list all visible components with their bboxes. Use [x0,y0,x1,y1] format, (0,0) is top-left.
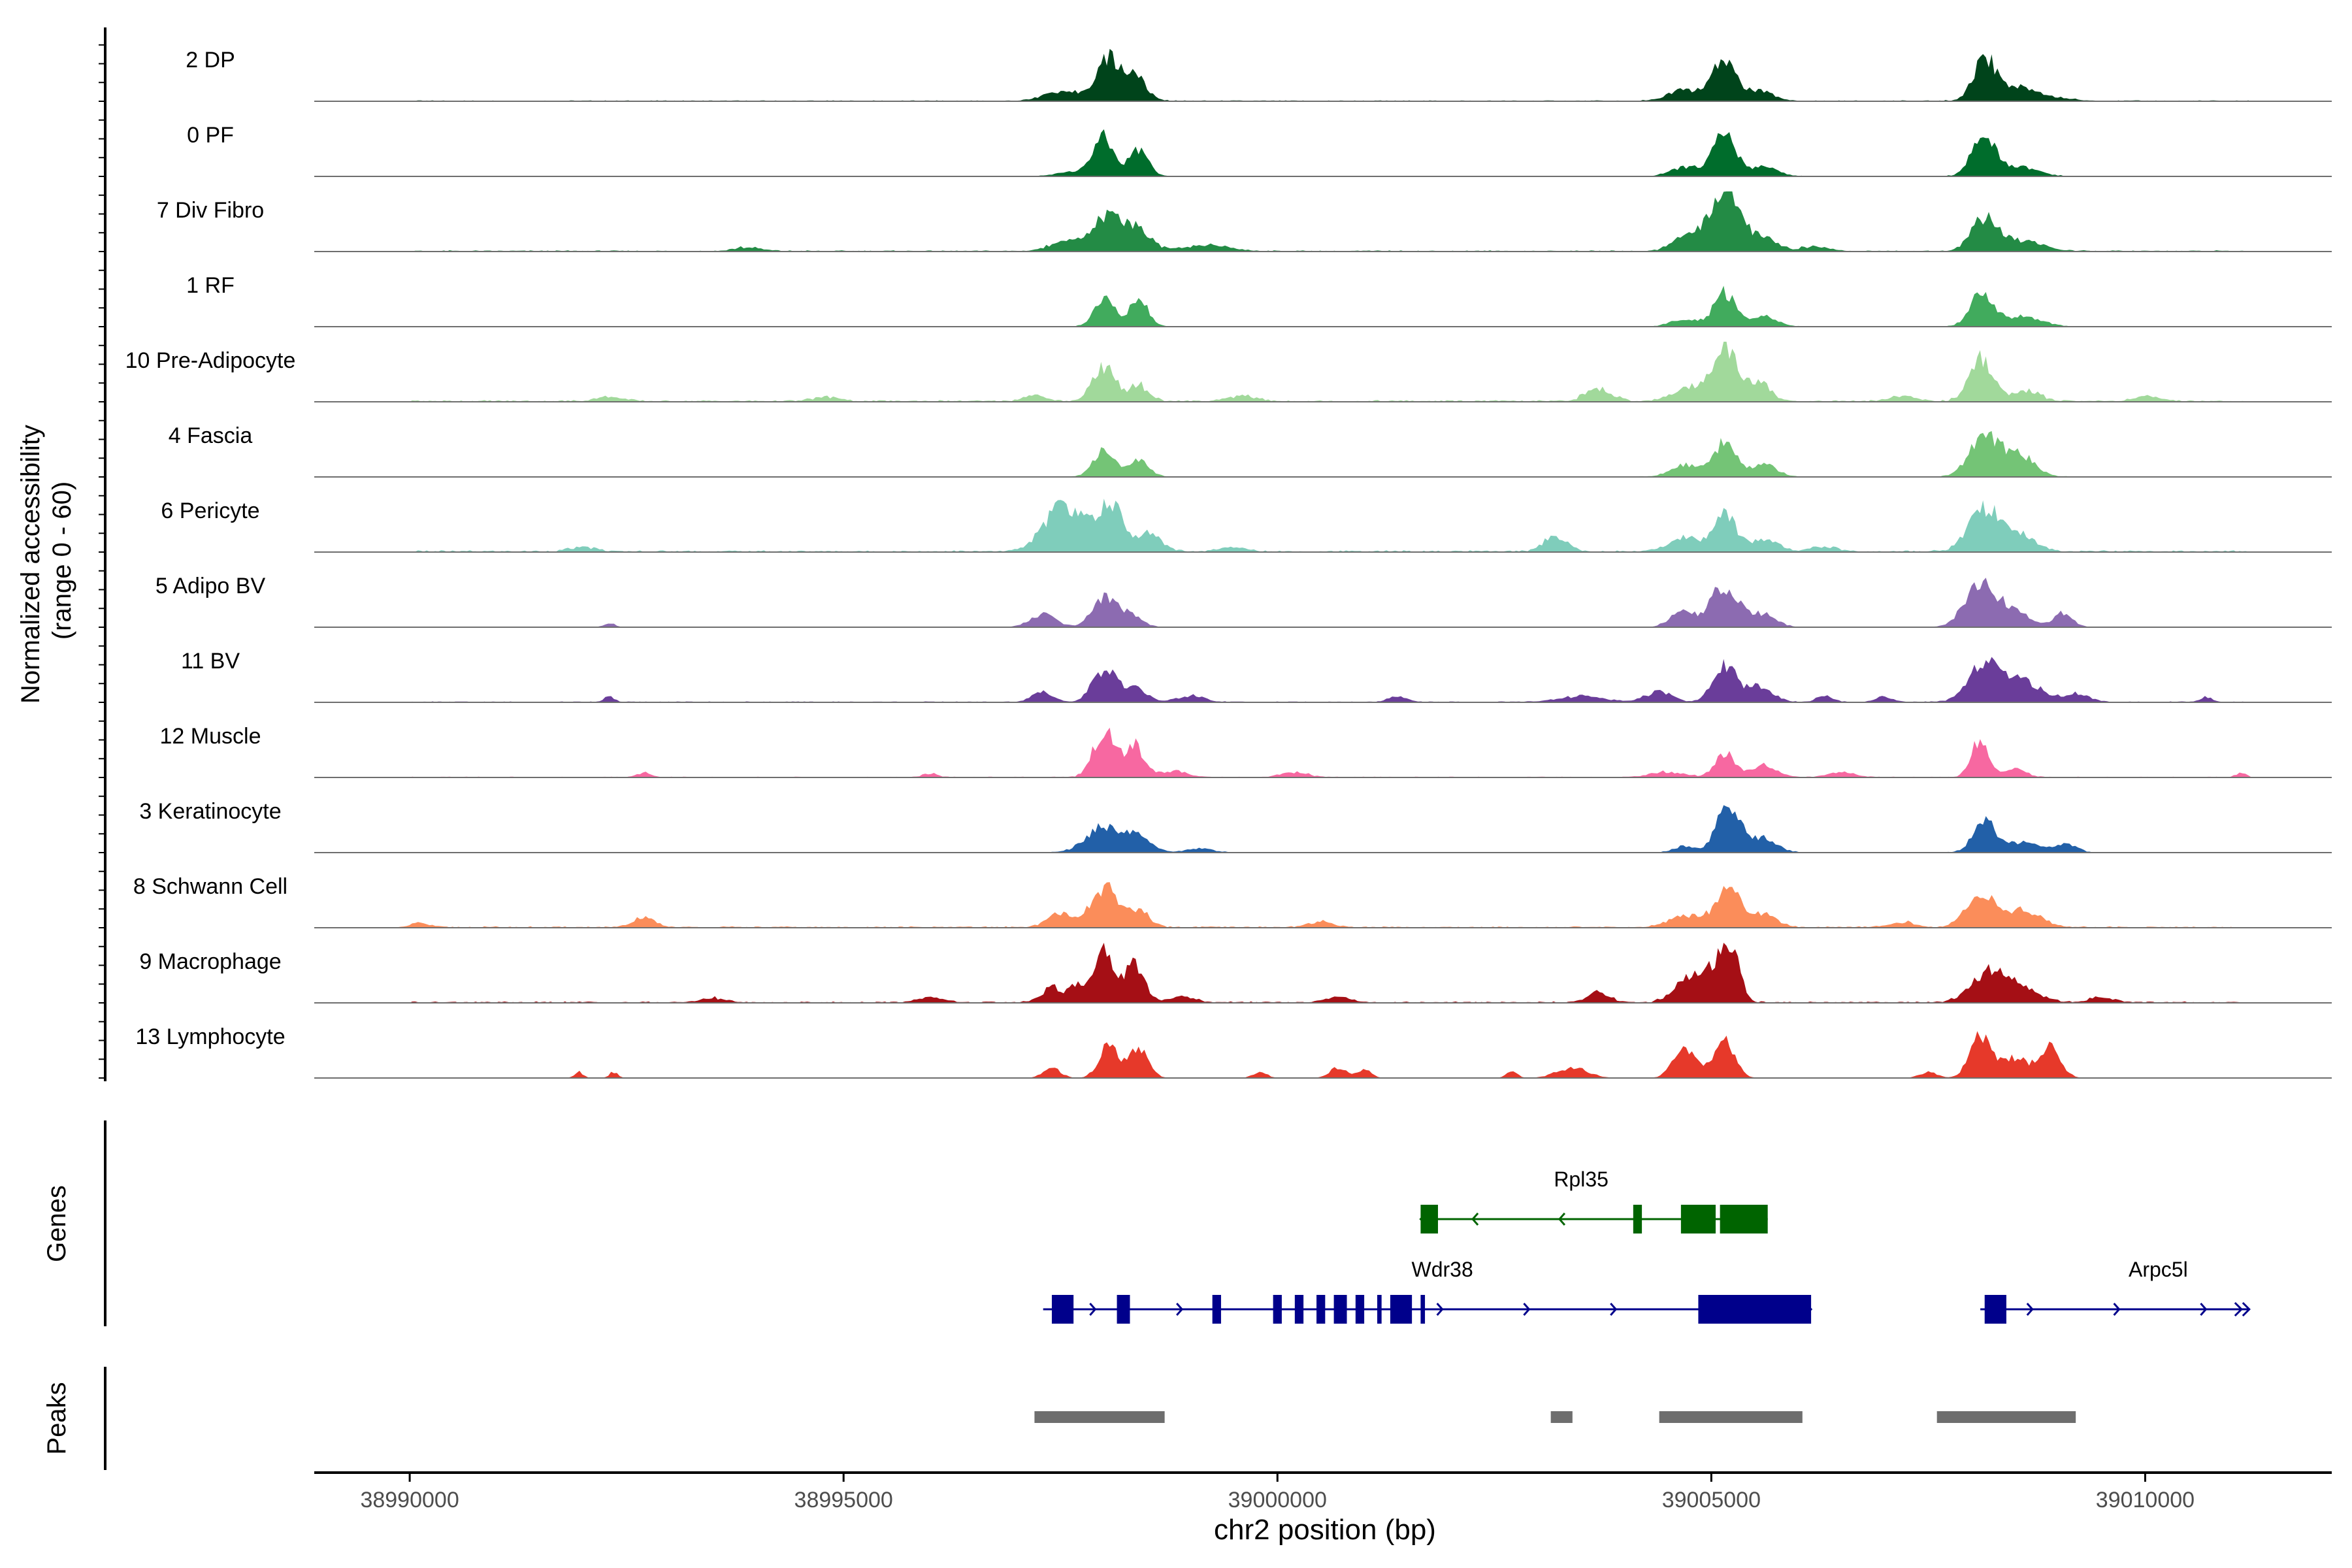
coverage-area [314,129,2332,176]
gene-exon [1720,1205,1768,1233]
strand-arrow [1471,1213,1479,1226]
track-label: 4 Fascia [169,423,253,448]
track-label: 8 Schwann Cell [133,874,287,899]
peak-region [1550,1411,1573,1423]
track-label: 10 Pre-Adipocyte [125,348,296,373]
gene-label: Wdr38 [1411,1258,1473,1281]
x-tick-label: 38990000 [360,1488,459,1512]
strand-arrow-end [2242,1301,2251,1317]
y-axis-label-line-2: (range 0 - 60) [48,482,76,640]
track-11: 3 Keratinocyte [139,799,2332,853]
track-2: 0 PF [187,123,2332,177]
coverage-area [314,342,2332,402]
track-14: 13 Lymphocyte [135,1024,2332,1079]
coverage-area [314,727,2332,777]
gene-exon [1294,1295,1304,1324]
strand-arrow [2026,1303,2034,1316]
gene-annotations: Rpl35 Wdr38 Arpc5l [1043,1168,2251,1324]
peak-region [1034,1411,1165,1423]
track-label: 12 Muscle [160,724,261,749]
track-10: 12 Muscle [160,724,2332,778]
track-label: 7 Div Fibro [157,198,264,223]
x-tick-label: 39010000 [2096,1488,2195,1512]
track-6: 4 Fascia [169,423,2332,478]
y-axis-label-line-1: Normalized accessibility [16,425,45,704]
coverage-area [314,657,2332,702]
strand-arrow [1610,1303,1618,1316]
strand-arrow [1176,1303,1184,1316]
coverage-area [314,498,2332,552]
track-label: 11 BV [181,649,240,674]
peak-region [1936,1411,2076,1423]
strand-arrow [2200,1303,2208,1316]
gene-label: Arpc5l [2129,1258,2188,1281]
gene-rpl35: Rpl35 [1419,1168,1768,1233]
track-13: 9 Macrophage [139,943,2332,1004]
gene-exon [1698,1295,1812,1324]
gene-exon [1390,1295,1413,1324]
track-label: 13 Lymphocyte [135,1024,285,1049]
gene-exon [1273,1295,1282,1324]
x-axis-ticks: 38990000 38995000 39000000 39005000 39010000 [360,1473,2195,1512]
track-1: 2 DP [186,48,2332,102]
coverage-area [314,805,2332,853]
strand-arrow [1558,1213,1566,1226]
coverage-area [314,943,2332,1003]
track-label: 0 PF [187,123,234,148]
track-5: 10 Pre-Adipocyte [125,342,2332,402]
peak-regions [1034,1411,2076,1423]
track-label: 3 Keratinocyte [139,799,281,824]
gene-exon [1984,1295,2006,1324]
gene-exon [1633,1205,1642,1233]
strand-arrow-end [2234,1301,2243,1317]
strand-arrow [2113,1303,2121,1316]
gene-exon [1212,1295,1221,1324]
x-axis-label: chr2 position (bp) [1214,1514,1436,1546]
gene-arpc5l: Arpc5l [1980,1258,2251,1324]
coverage-area [314,191,2332,252]
coverage-area [314,431,2332,477]
coverage-area [314,578,2332,627]
y-axis-label: Normalized accessibility (range 0 - 60) [16,417,76,704]
strand-arrow [1436,1303,1444,1316]
gene-exon [1316,1295,1326,1324]
gene-wdr38: Wdr38 [1043,1258,1813,1324]
gene-exon [1420,1205,1438,1233]
gene-exon [1420,1295,1426,1324]
gene-exon [1377,1295,1382,1324]
x-tick-label: 39000000 [1228,1488,1327,1512]
gene-label: Rpl35 [1554,1168,1609,1191]
gene-exon [1051,1295,1074,1324]
track-8: 5 Adipo BV [155,574,2332,628]
genes-axis-label: Genes [42,1185,71,1262]
strand-arrow [1523,1303,1531,1316]
x-tick-label: 39005000 [1662,1488,1761,1512]
gene-exon [1355,1295,1365,1324]
strand-arrow [1089,1303,1097,1316]
track-9: 11 BV [181,649,2332,703]
peak-region [1659,1411,1803,1423]
coverage-area [314,48,2332,101]
coverage-area [314,286,2332,327]
gene-exon [1333,1295,1347,1324]
track-4: 1 RF [186,273,2332,327]
track-7: 6 Pericyte [161,498,2332,553]
track-label: 5 Adipo BV [155,574,266,598]
coverage-area [314,1031,2332,1078]
gene-exon [1117,1295,1130,1324]
coverage-area [314,882,2332,928]
track-label: 6 Pericyte [161,498,259,523]
x-tick-label: 38995000 [794,1488,893,1512]
track-label: 9 Macrophage [139,949,281,974]
coverage-tracks: 2 DP 0 PF 7 Div Fibro 1 RF 10 Pre-Adipocyte 4… [125,48,2332,1079]
track-label: 1 RF [186,273,235,298]
gene-exon [1680,1205,1716,1233]
track-12: 8 Schwann Cell [133,874,2332,928]
track-label: 2 DP [186,48,235,73]
track-3: 7 Div Fibro [157,191,2332,252]
peaks-axis-label: Peaks [42,1382,71,1454]
